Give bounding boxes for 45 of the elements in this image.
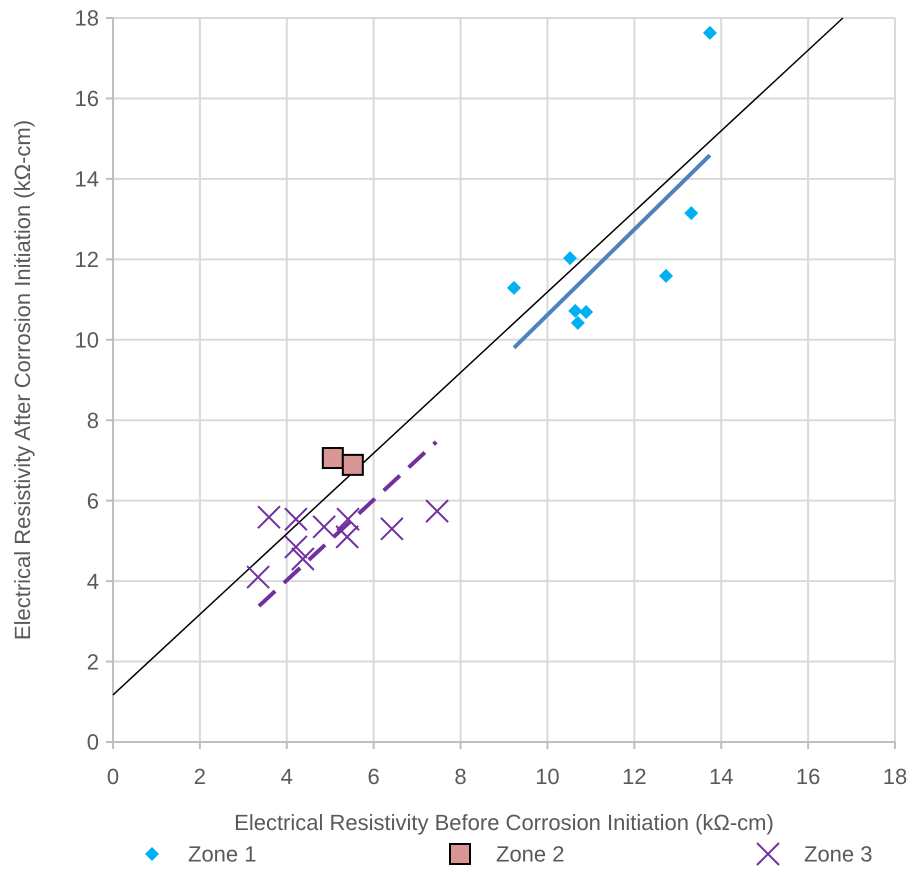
y-tick-label: 10: [74, 327, 99, 352]
y-tick-label: 18: [74, 6, 99, 31]
point: [342, 454, 364, 476]
y-tick-label: 14: [74, 166, 99, 192]
x-tick-label: 6: [368, 764, 380, 789]
legend-label: Zone 1: [188, 842, 256, 867]
point: [312, 514, 336, 539]
x-tick-label: 4: [280, 764, 293, 789]
x-tick-label: 8: [454, 764, 467, 789]
point: [290, 546, 315, 571]
x-tick-label: 18: [882, 764, 908, 789]
y-tick-label: 16: [74, 86, 99, 112]
legend-label: Zone 3: [804, 842, 872, 867]
y-tick-label: 0: [86, 730, 99, 755]
y-tick-label: 6: [86, 488, 99, 514]
point: [284, 507, 308, 532]
point: [380, 516, 404, 541]
point: [659, 268, 674, 283]
point: [570, 316, 585, 330]
point: [579, 305, 594, 320]
y-tick-label: 8: [86, 408, 99, 433]
point: [702, 26, 717, 40]
y-tick-label: 4: [86, 568, 99, 594]
point: [336, 507, 360, 532]
point: [568, 304, 582, 318]
point: [246, 565, 270, 590]
x-tick-label: 0: [106, 764, 120, 789]
point: [284, 534, 308, 559]
point: [256, 505, 281, 530]
point: [335, 524, 360, 549]
point: [563, 251, 578, 266]
point: [425, 499, 450, 524]
point: [684, 206, 698, 220]
x-tick-label: 12: [622, 764, 647, 789]
y-axis-title: Electrical Resistivity After Corrosion Initiation (kΩ-cm): [10, 120, 35, 640]
y-tick-label: 2: [86, 649, 99, 674]
x-tick-label: 2: [194, 764, 206, 789]
y-tick-label: 12: [74, 247, 99, 272]
x-axis-title: Electrical Resistivity Before Corrosion Initiation (kΩ-cm): [234, 810, 774, 835]
point: [322, 447, 344, 470]
x-tick-label: 14: [708, 764, 734, 789]
legend-label: Zone 2: [496, 842, 564, 867]
x-tick-label: 16: [796, 764, 820, 789]
x-tick-label: 10: [535, 764, 560, 789]
point: [506, 280, 521, 295]
